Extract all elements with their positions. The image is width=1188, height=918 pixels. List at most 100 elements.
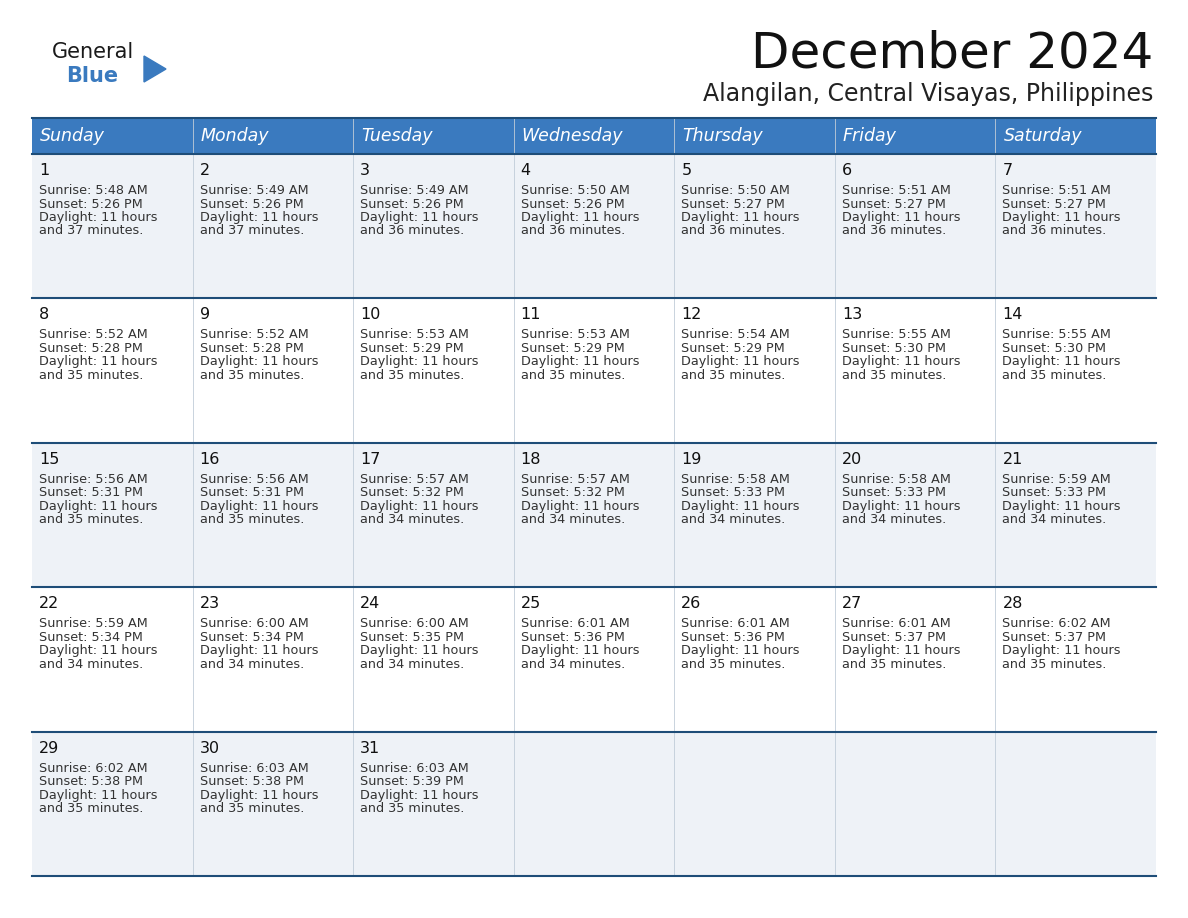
Text: 1: 1 <box>39 163 49 178</box>
Text: and 36 minutes.: and 36 minutes. <box>520 225 625 238</box>
Text: Sunrise: 6:00 AM: Sunrise: 6:00 AM <box>200 617 309 630</box>
Text: and 34 minutes.: and 34 minutes. <box>200 657 304 671</box>
Text: Daylight: 11 hours: Daylight: 11 hours <box>360 211 479 224</box>
Text: 25: 25 <box>520 596 541 611</box>
Text: and 35 minutes.: and 35 minutes. <box>200 513 304 526</box>
Text: 10: 10 <box>360 308 380 322</box>
Text: 17: 17 <box>360 452 380 466</box>
Text: Daylight: 11 hours: Daylight: 11 hours <box>520 644 639 657</box>
Text: Sunset: 5:33 PM: Sunset: 5:33 PM <box>1003 487 1106 499</box>
Text: Sunset: 5:30 PM: Sunset: 5:30 PM <box>1003 341 1106 355</box>
Bar <box>32 732 1156 876</box>
Text: 4: 4 <box>520 163 531 178</box>
Text: Sunset: 5:37 PM: Sunset: 5:37 PM <box>1003 631 1106 644</box>
Text: Sunrise: 5:49 AM: Sunrise: 5:49 AM <box>360 184 469 197</box>
Text: and 37 minutes.: and 37 minutes. <box>200 225 304 238</box>
Text: Daylight: 11 hours: Daylight: 11 hours <box>1003 355 1121 368</box>
Bar <box>32 154 1156 298</box>
Text: Sunset: 5:26 PM: Sunset: 5:26 PM <box>200 197 303 210</box>
Text: Daylight: 11 hours: Daylight: 11 hours <box>200 644 318 657</box>
Text: Sunrise: 5:52 AM: Sunrise: 5:52 AM <box>200 329 309 341</box>
Text: Sunrise: 5:50 AM: Sunrise: 5:50 AM <box>520 184 630 197</box>
Text: Sunrise: 6:00 AM: Sunrise: 6:00 AM <box>360 617 469 630</box>
Text: Sunset: 5:26 PM: Sunset: 5:26 PM <box>360 197 463 210</box>
Text: and 34 minutes.: and 34 minutes. <box>1003 513 1107 526</box>
Text: Daylight: 11 hours: Daylight: 11 hours <box>520 211 639 224</box>
Text: 26: 26 <box>681 596 702 611</box>
Text: Sunset: 5:36 PM: Sunset: 5:36 PM <box>520 631 625 644</box>
Text: Sunset: 5:37 PM: Sunset: 5:37 PM <box>842 631 946 644</box>
Text: Friday: Friday <box>842 127 897 145</box>
Text: Sunrise: 5:54 AM: Sunrise: 5:54 AM <box>681 329 790 341</box>
Text: Sunrise: 6:01 AM: Sunrise: 6:01 AM <box>842 617 950 630</box>
Text: and 34 minutes.: and 34 minutes. <box>360 513 465 526</box>
Text: Daylight: 11 hours: Daylight: 11 hours <box>39 499 158 513</box>
Text: Sunset: 5:38 PM: Sunset: 5:38 PM <box>200 775 304 788</box>
Text: Daylight: 11 hours: Daylight: 11 hours <box>200 499 318 513</box>
Text: 15: 15 <box>39 452 59 466</box>
Text: Sunset: 5:30 PM: Sunset: 5:30 PM <box>842 341 946 355</box>
Text: Sunrise: 6:03 AM: Sunrise: 6:03 AM <box>360 762 469 775</box>
Text: Sunrise: 5:57 AM: Sunrise: 5:57 AM <box>360 473 469 486</box>
Text: 9: 9 <box>200 308 210 322</box>
Text: Sunrise: 6:01 AM: Sunrise: 6:01 AM <box>520 617 630 630</box>
Text: Daylight: 11 hours: Daylight: 11 hours <box>39 644 158 657</box>
Text: and 35 minutes.: and 35 minutes. <box>200 802 304 815</box>
Text: and 35 minutes.: and 35 minutes. <box>39 802 144 815</box>
Text: Sunrise: 5:48 AM: Sunrise: 5:48 AM <box>39 184 147 197</box>
Text: Daylight: 11 hours: Daylight: 11 hours <box>520 499 639 513</box>
Text: Sunrise: 6:02 AM: Sunrise: 6:02 AM <box>39 762 147 775</box>
Text: Sunset: 5:33 PM: Sunset: 5:33 PM <box>842 487 946 499</box>
Text: 24: 24 <box>360 596 380 611</box>
Text: 22: 22 <box>39 596 59 611</box>
Text: and 34 minutes.: and 34 minutes. <box>520 657 625 671</box>
Text: 2: 2 <box>200 163 210 178</box>
Text: Saturday: Saturday <box>1004 127 1082 145</box>
Text: Alangilan, Central Visayas, Philippines: Alangilan, Central Visayas, Philippines <box>702 82 1154 106</box>
Text: Daylight: 11 hours: Daylight: 11 hours <box>842 644 960 657</box>
Text: and 35 minutes.: and 35 minutes. <box>200 369 304 382</box>
Text: Sunset: 5:29 PM: Sunset: 5:29 PM <box>681 341 785 355</box>
Text: 27: 27 <box>842 596 862 611</box>
Text: and 36 minutes.: and 36 minutes. <box>842 225 946 238</box>
Bar <box>32 588 1156 732</box>
Text: and 37 minutes.: and 37 minutes. <box>39 225 144 238</box>
Text: Sunset: 5:26 PM: Sunset: 5:26 PM <box>39 197 143 210</box>
Text: Sunrise: 5:58 AM: Sunrise: 5:58 AM <box>842 473 950 486</box>
Text: Sunset: 5:36 PM: Sunset: 5:36 PM <box>681 631 785 644</box>
Text: Sunrise: 6:02 AM: Sunrise: 6:02 AM <box>1003 617 1111 630</box>
Text: Sunrise: 5:58 AM: Sunrise: 5:58 AM <box>681 473 790 486</box>
Text: Daylight: 11 hours: Daylight: 11 hours <box>39 211 158 224</box>
Text: 5: 5 <box>681 163 691 178</box>
Text: Sunset: 5:34 PM: Sunset: 5:34 PM <box>200 631 303 644</box>
Text: and 35 minutes.: and 35 minutes. <box>842 369 946 382</box>
Text: Sunset: 5:33 PM: Sunset: 5:33 PM <box>681 487 785 499</box>
Text: 19: 19 <box>681 452 702 466</box>
Text: and 36 minutes.: and 36 minutes. <box>360 225 465 238</box>
Text: 13: 13 <box>842 308 862 322</box>
Text: Sunset: 5:27 PM: Sunset: 5:27 PM <box>842 197 946 210</box>
Text: and 35 minutes.: and 35 minutes. <box>520 369 625 382</box>
Text: Daylight: 11 hours: Daylight: 11 hours <box>520 355 639 368</box>
Text: Daylight: 11 hours: Daylight: 11 hours <box>360 499 479 513</box>
Text: Sunset: 5:32 PM: Sunset: 5:32 PM <box>360 487 465 499</box>
Text: Daylight: 11 hours: Daylight: 11 hours <box>200 789 318 801</box>
Text: Sunrise: 5:59 AM: Sunrise: 5:59 AM <box>39 617 147 630</box>
Text: Sunrise: 5:52 AM: Sunrise: 5:52 AM <box>39 329 147 341</box>
Text: Sunset: 5:28 PM: Sunset: 5:28 PM <box>200 341 303 355</box>
Text: Tuesday: Tuesday <box>361 127 432 145</box>
Text: 16: 16 <box>200 452 220 466</box>
Text: Monday: Monday <box>201 127 268 145</box>
Text: Sunset: 5:39 PM: Sunset: 5:39 PM <box>360 775 465 788</box>
Text: Sunday: Sunday <box>40 127 105 145</box>
Text: and 34 minutes.: and 34 minutes. <box>39 657 144 671</box>
Text: and 35 minutes.: and 35 minutes. <box>842 657 946 671</box>
Text: Wednesday: Wednesday <box>522 127 624 145</box>
Text: and 36 minutes.: and 36 minutes. <box>681 225 785 238</box>
Text: 30: 30 <box>200 741 220 756</box>
Text: Daylight: 11 hours: Daylight: 11 hours <box>360 644 479 657</box>
Text: Daylight: 11 hours: Daylight: 11 hours <box>842 499 960 513</box>
Text: 28: 28 <box>1003 596 1023 611</box>
Text: and 34 minutes.: and 34 minutes. <box>681 513 785 526</box>
Text: Sunrise: 5:55 AM: Sunrise: 5:55 AM <box>842 329 950 341</box>
